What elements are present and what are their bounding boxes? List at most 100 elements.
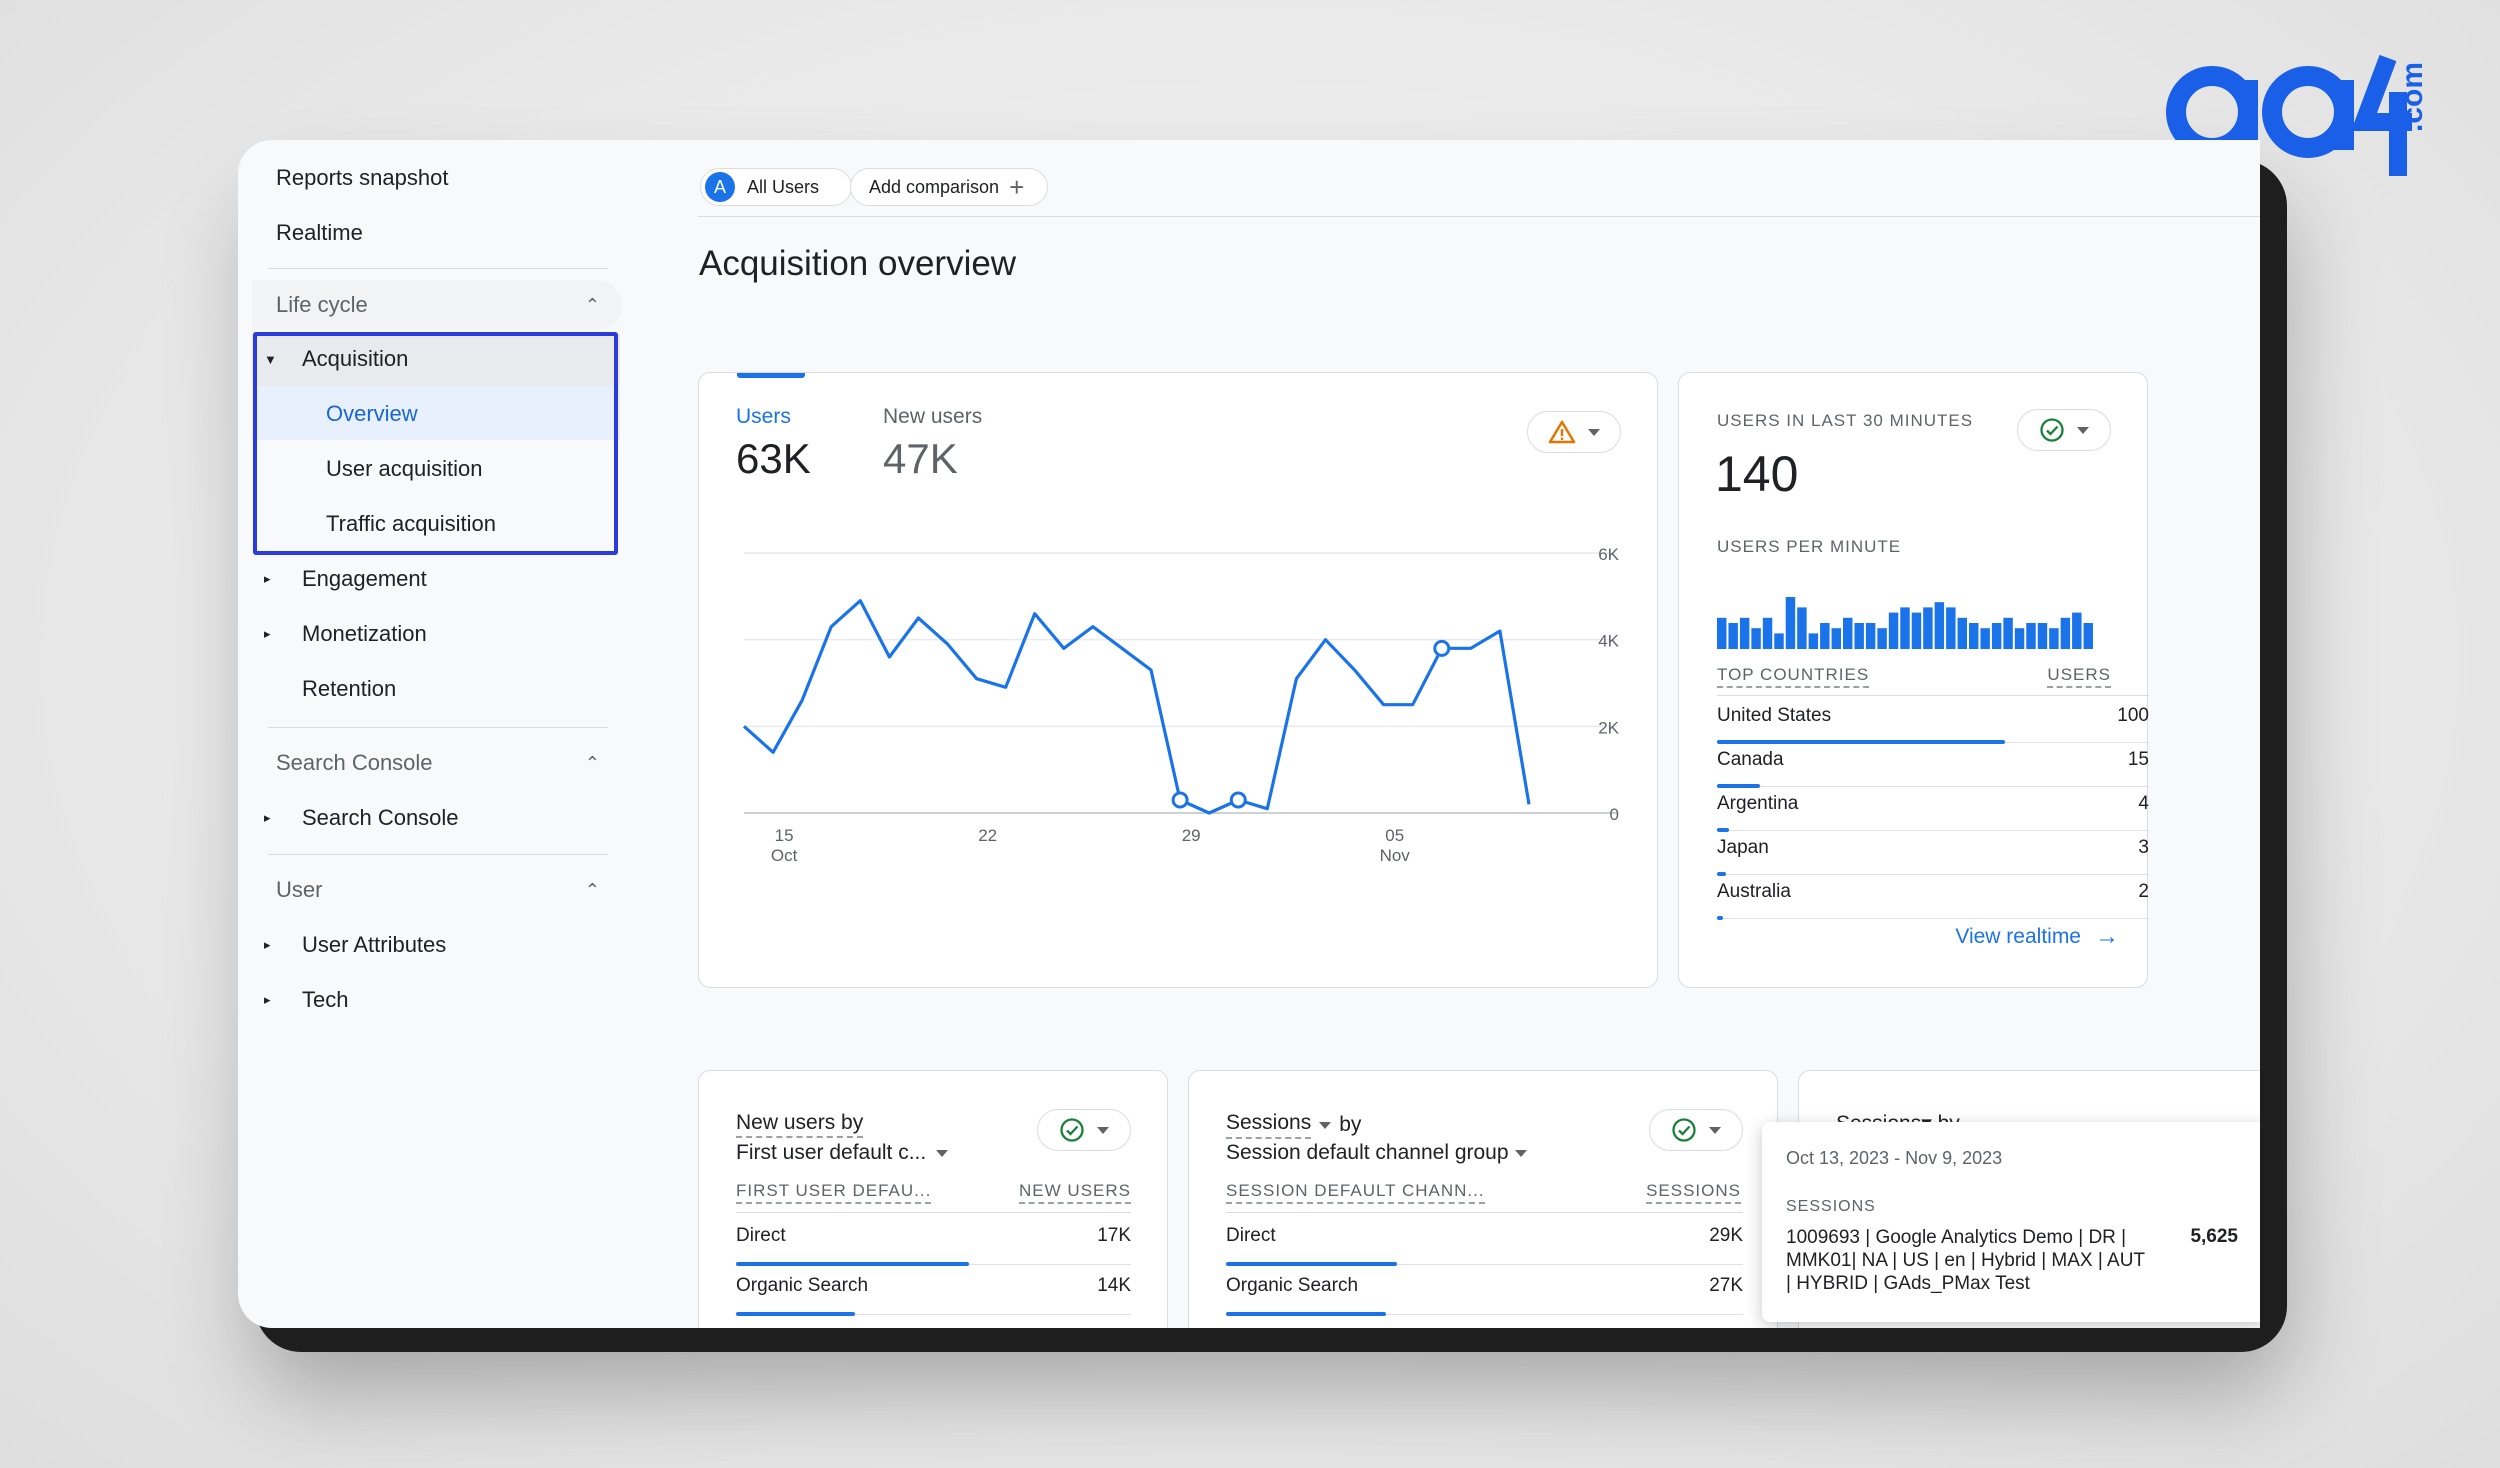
minute-bar bbox=[2037, 623, 2048, 649]
country-row[interactable]: Japan 3 bbox=[1717, 831, 2149, 876]
chevron-up-icon: ⌃ bbox=[584, 753, 600, 773]
x-tick-label: 05 bbox=[1385, 826, 1404, 845]
nav-tech[interactable]: Tech bbox=[302, 987, 349, 1012]
divider bbox=[268, 854, 608, 855]
data-point bbox=[1433, 639, 1451, 657]
tab-users[interactable]: Users bbox=[736, 405, 791, 428]
section-lifecycle[interactable]: Life cycle ⌃ bbox=[252, 280, 622, 330]
section-user[interactable]: User ⌃ bbox=[252, 865, 622, 915]
nav-user-acquisition[interactable]: User acquisition bbox=[326, 456, 483, 481]
section-search-console[interactable]: Search Console ⌃ bbox=[252, 738, 622, 788]
table-row[interactable]: Organic Search 27K bbox=[1226, 1265, 1743, 1316]
sessions-metric-label[interactable]: Sessions bbox=[1226, 1111, 1312, 1139]
x-tick-month: Oct bbox=[771, 846, 798, 865]
table-row[interactable]: Direct 29K bbox=[1226, 1215, 1743, 1266]
col1-label: SESSION DEFAULT CHANN... bbox=[1226, 1181, 1485, 1204]
row-bar bbox=[736, 1312, 855, 1316]
top-countries-header: TOP COUNTRIES bbox=[1717, 665, 1870, 688]
nav-user-attributes[interactable]: User Attributes bbox=[302, 932, 447, 957]
add-comparison-button[interactable]: Add comparison + bbox=[850, 168, 1048, 206]
country-row[interactable]: United States 100 bbox=[1717, 699, 2149, 744]
dimension-selector[interactable]: Session default channel group bbox=[1226, 1141, 1527, 1165]
segment-chip-all-users[interactable]: A All Users bbox=[700, 168, 852, 206]
row-bar bbox=[1717, 740, 2005, 744]
nav-engagement[interactable]: Engagement bbox=[302, 566, 427, 591]
x-tick-label: 29 bbox=[1182, 826, 1201, 845]
view-realtime-link[interactable]: View realtime → bbox=[1955, 923, 2119, 951]
table-row[interactable]: Direct 17K bbox=[736, 1215, 1131, 1266]
card-status-dropdown[interactable] bbox=[1037, 1109, 1131, 1151]
minute-bar bbox=[1923, 607, 1933, 649]
col-header-metric: NEW USERS bbox=[1019, 1181, 1131, 1204]
nav-acquisition[interactable]: Acquisition bbox=[302, 346, 409, 371]
logo-suffix: .com bbox=[2396, 62, 2429, 132]
nav-traffic-acquisition[interactable]: Traffic acquisition bbox=[326, 511, 496, 536]
view-realtime-label: View realtime bbox=[1955, 925, 2081, 948]
acquisition-bg bbox=[252, 332, 620, 386]
sessions-by-card: Sessions by Session default channel grou… bbox=[1188, 1070, 1778, 1328]
country-row[interactable]: Canada 15 bbox=[1717, 743, 2149, 788]
new-users-title: New users by bbox=[736, 1111, 864, 1138]
dimension-selector[interactable]: First user default c... bbox=[736, 1141, 949, 1165]
nav-realtime[interactable]: Realtime bbox=[276, 220, 363, 245]
tooltip-value: 5,625 bbox=[2190, 1226, 2238, 1247]
data-point bbox=[1171, 791, 1189, 809]
x-tick-month: Nov bbox=[1380, 846, 1411, 865]
caret-right-icon: ▸ bbox=[264, 626, 271, 641]
row-bar bbox=[1717, 828, 1729, 832]
row-value: 27K bbox=[1709, 1275, 1743, 1296]
realtime-status-dropdown[interactable] bbox=[2017, 409, 2111, 451]
section-search-console-label: Search Console bbox=[276, 750, 433, 775]
country-row[interactable]: Argentina 4 bbox=[1717, 787, 2149, 832]
minute-bar bbox=[2060, 617, 2071, 649]
table-row[interactable]: Organic Search 14K bbox=[736, 1265, 1131, 1316]
caret-right-icon: ▸ bbox=[264, 571, 271, 586]
col-header-dimension: FIRST USER DEFAU... bbox=[736, 1181, 932, 1204]
chevron-down-icon bbox=[1319, 1121, 1332, 1129]
chevron-down-icon bbox=[1709, 1126, 1721, 1134]
check-circle-icon bbox=[1672, 1118, 1696, 1142]
minute-bar bbox=[2072, 612, 2082, 649]
header-divider bbox=[736, 1212, 1131, 1213]
users-col-label: USERS bbox=[2047, 665, 2111, 688]
minute-bar bbox=[2003, 617, 2013, 649]
minute-bar bbox=[1888, 612, 1899, 649]
page-title: Acquisition overview bbox=[699, 244, 1017, 283]
minute-bar bbox=[1751, 628, 1761, 649]
chevron-down-icon bbox=[1588, 428, 1600, 436]
warning-icon bbox=[1548, 420, 1576, 444]
minute-bar bbox=[1969, 623, 1979, 649]
nav-search-console[interactable]: Search Console bbox=[302, 805, 459, 830]
row-label: Japan bbox=[1717, 837, 1769, 858]
minute-bar bbox=[1957, 617, 1967, 649]
row-value: 2 bbox=[2138, 881, 2149, 902]
card-status-dropdown[interactable] bbox=[1649, 1109, 1743, 1151]
nav-retention[interactable]: Retention bbox=[302, 676, 397, 701]
minute-bar bbox=[1946, 607, 1956, 649]
tab-new-users[interactable]: New users bbox=[883, 405, 983, 428]
dimension-label: First user default c... bbox=[736, 1141, 927, 1164]
insights-dropdown[interactable] bbox=[1527, 411, 1621, 453]
header-divider bbox=[1717, 695, 2149, 696]
nav-monetization[interactable]: Monetization bbox=[302, 621, 427, 646]
y-tick-label: 2K bbox=[1598, 718, 1619, 737]
minute-bar bbox=[1843, 617, 1853, 649]
row-value: 15 bbox=[2127, 749, 2149, 770]
nav-overview[interactable]: Overview bbox=[326, 401, 418, 426]
row-value: 4 bbox=[2138, 793, 2149, 814]
row-label: Organic Search bbox=[736, 1275, 869, 1296]
top-countries-label: TOP COUNTRIES bbox=[1717, 665, 1870, 688]
chevron-up-icon: ⌃ bbox=[584, 295, 600, 315]
country-row[interactable]: Australia 2 bbox=[1717, 875, 2149, 920]
users-col-header: USERS bbox=[2047, 665, 2111, 688]
data-point bbox=[1229, 791, 1247, 809]
sidebar: Reports snapshot Realtime Life cycle ⌃ ▼… bbox=[238, 140, 633, 1328]
minute-bar bbox=[1831, 628, 1841, 649]
sessions-title: Sessions by bbox=[1226, 1111, 1361, 1139]
minute-bar bbox=[2083, 623, 2093, 649]
nav-reports-snapshot[interactable]: Reports snapshot bbox=[276, 165, 449, 190]
tooltip-metric-label: SESSIONS bbox=[1786, 1198, 1876, 1215]
minute-bar bbox=[1900, 607, 1910, 649]
row-label: United States bbox=[1717, 705, 1832, 726]
highlight-box bbox=[253, 332, 618, 555]
